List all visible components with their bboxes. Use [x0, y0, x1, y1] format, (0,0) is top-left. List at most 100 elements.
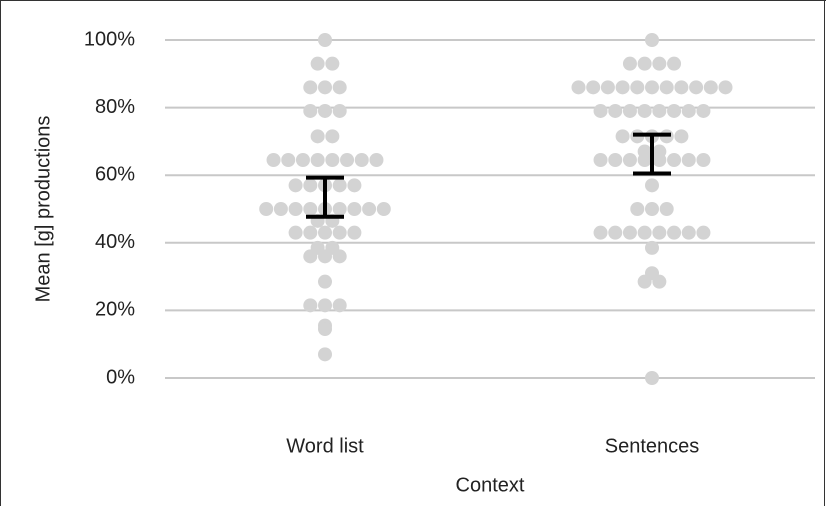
dot	[318, 298, 332, 313]
dot	[593, 152, 608, 167]
dot	[718, 80, 733, 95]
dot	[571, 80, 586, 95]
dot	[615, 129, 630, 144]
dot	[310, 240, 325, 255]
y-tick-label: 40%	[95, 231, 135, 253]
dot	[689, 80, 704, 95]
dot	[645, 371, 659, 385]
y-tick-label: 0%	[106, 366, 135, 388]
x-tick-label: Word list	[286, 435, 364, 457]
dot	[674, 80, 689, 95]
dot	[637, 103, 652, 118]
dot	[608, 225, 623, 240]
dot	[637, 56, 652, 71]
dot	[318, 225, 332, 240]
y-tick-label: 60%	[95, 163, 135, 185]
dot	[637, 152, 652, 167]
dot	[645, 80, 659, 95]
dot	[637, 274, 652, 289]
dot	[340, 152, 355, 167]
dot	[318, 80, 332, 95]
dot	[303, 202, 318, 216]
dot	[622, 225, 637, 240]
dot	[608, 103, 623, 118]
x-axis-title: Context	[456, 474, 525, 496]
dot	[674, 129, 689, 144]
dot	[318, 321, 332, 336]
dot	[325, 129, 340, 144]
dot	[303, 103, 318, 118]
dot	[310, 56, 325, 71]
dot	[347, 202, 362, 216]
y-tick-label: 100%	[84, 28, 135, 50]
dot	[681, 225, 696, 240]
y-tick-label: 20%	[95, 299, 135, 321]
dot	[622, 152, 637, 167]
dot	[593, 225, 608, 240]
dot	[652, 274, 667, 289]
dot	[696, 152, 711, 167]
dot	[667, 225, 682, 240]
dot	[667, 152, 682, 167]
dot	[332, 298, 347, 313]
dot	[332, 225, 347, 240]
dot	[332, 103, 347, 118]
x-tick-label: Sentences	[605, 435, 700, 457]
dot	[303, 80, 318, 95]
dot	[347, 225, 362, 240]
dot	[332, 178, 347, 193]
dot	[332, 80, 347, 95]
dot	[273, 202, 288, 216]
dot	[310, 129, 325, 144]
dot	[630, 202, 645, 216]
dot	[681, 152, 696, 167]
dot	[288, 202, 303, 216]
dot	[310, 152, 325, 167]
dot	[303, 225, 318, 240]
dot	[318, 103, 332, 118]
dot	[593, 103, 608, 118]
dot	[659, 202, 674, 216]
dot	[637, 225, 652, 240]
dot	[325, 240, 340, 255]
dot	[303, 298, 318, 313]
dot	[652, 56, 667, 71]
dot	[354, 152, 369, 167]
dot	[303, 178, 318, 193]
dot	[645, 33, 659, 47]
dot	[659, 80, 674, 95]
y-tick-label: 80%	[95, 96, 135, 118]
dot	[295, 152, 310, 167]
dot	[652, 103, 667, 118]
dot	[645, 240, 659, 255]
error-bar	[633, 132, 671, 176]
dot	[645, 202, 659, 216]
dot	[318, 347, 332, 362]
dot	[645, 178, 659, 193]
dot	[318, 274, 332, 289]
dot	[681, 103, 696, 118]
dot	[696, 103, 711, 118]
dot	[600, 80, 615, 95]
dot	[622, 56, 637, 71]
dot	[622, 103, 637, 118]
dot	[703, 80, 718, 95]
dot	[347, 178, 362, 193]
dot	[652, 225, 667, 240]
dot	[608, 152, 623, 167]
error-bar	[306, 175, 344, 219]
dot	[325, 56, 340, 71]
y-axis-title: Mean [g] productions	[32, 116, 54, 303]
dot	[667, 103, 682, 118]
dot	[630, 80, 645, 95]
dot	[667, 56, 682, 71]
dot	[362, 202, 377, 216]
dot	[266, 152, 281, 167]
dot	[318, 33, 332, 47]
dot	[325, 152, 340, 167]
dot	[288, 225, 303, 240]
dot	[369, 152, 384, 167]
dot	[332, 202, 347, 216]
dot	[652, 152, 667, 167]
